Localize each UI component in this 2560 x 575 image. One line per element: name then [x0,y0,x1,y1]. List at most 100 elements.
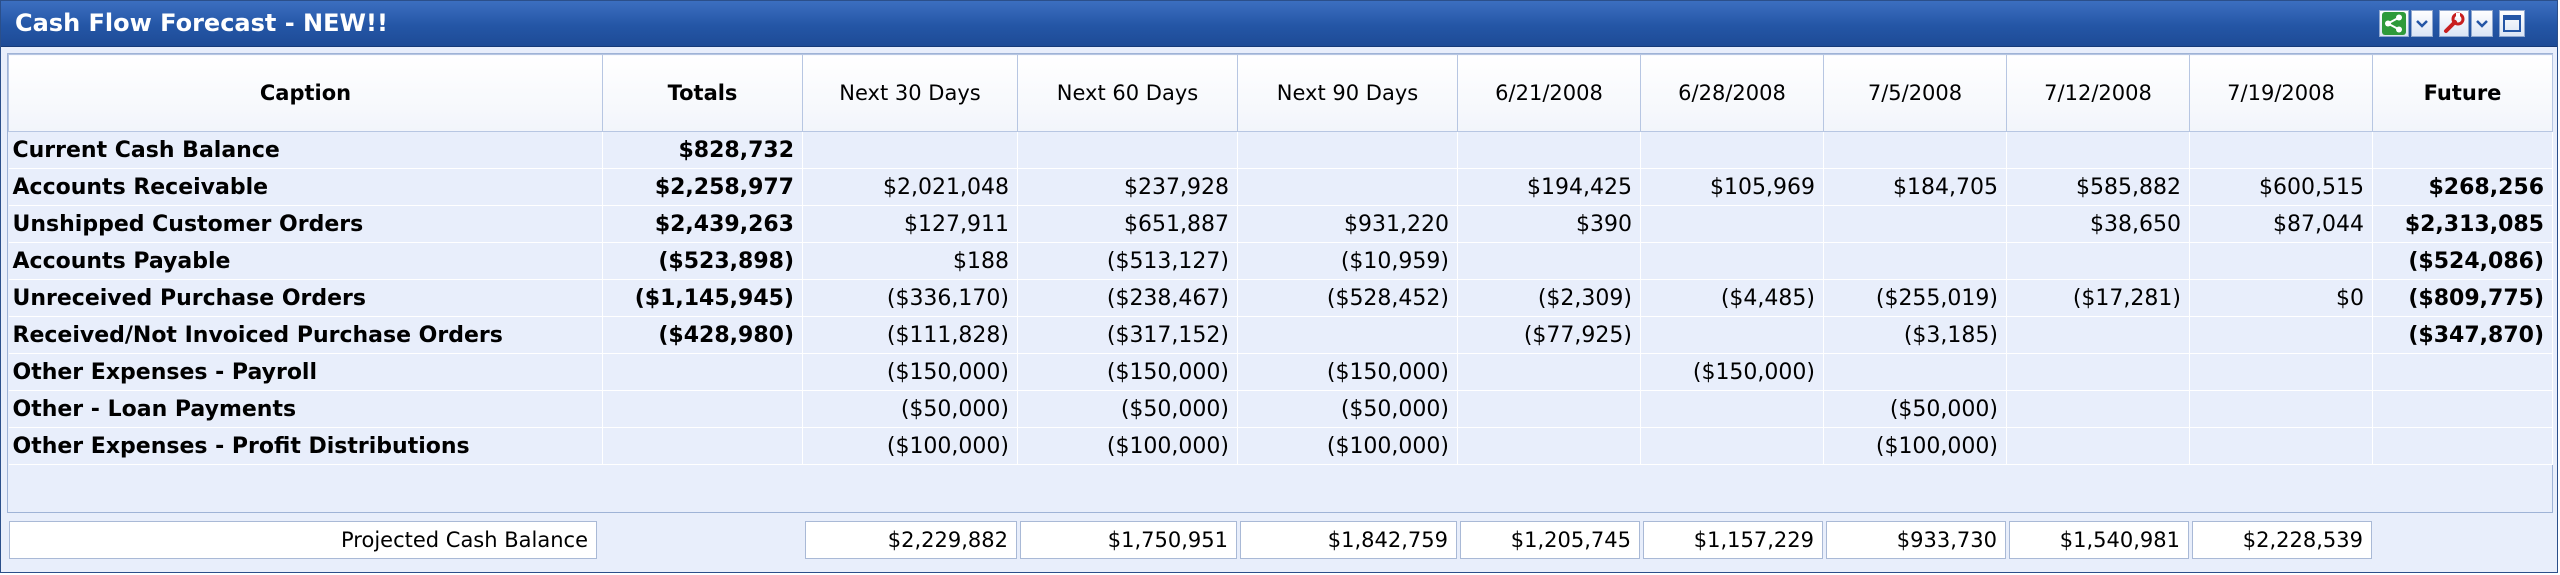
table-cell [602,353,803,391]
column-header-next-30-days[interactable]: Next 30 Days [802,54,1018,132]
dropdown-icon [2476,20,2488,28]
table-row[interactable]: Received/Not Invoiced Purchase Orders ($4… [8,316,2553,354]
table-cell [602,390,803,428]
table-cell: ($100,000) [1017,427,1238,465]
column-header-7-12-2008[interactable]: 7/12/2008 [2006,54,2190,132]
column-header-6-21-2008[interactable]: 6/21/2008 [1457,54,1641,132]
table-row[interactable]: Unshipped Customer Orders $2,439,263 $127,… [8,205,2553,243]
table-cell: ($17,281) [2006,279,2190,317]
row-caption: Other Expenses - Profit Distributions [8,427,603,465]
table-cell: ($528,452) [1237,279,1458,317]
table-cell: $2,439,263 [602,205,803,243]
column-header-next-90-days[interactable]: Next 90 Days [1237,54,1458,132]
tools-dropdown-button[interactable] [2471,10,2493,37]
row-caption: Received/Not Invoiced Purchase Orders [8,316,603,354]
table-cell [2189,316,2373,354]
share-dropdown-button[interactable] [2411,10,2433,37]
table-cell: ($3,185) [1823,316,2007,354]
table-cell: ($50,000) [802,390,1018,428]
table-cell [1823,131,2007,169]
table-cell: $194,425 [1457,168,1641,206]
table-cell: ($10,959) [1237,242,1458,280]
table-cell: ($428,980) [602,316,803,354]
table-row[interactable]: Unreceived Purchase Orders ($1,145,945) ($… [8,279,2553,317]
table-cell: $188 [802,242,1018,280]
table-row[interactable]: Other Expenses - Profit Distributions ($1… [8,427,2553,465]
table-cell [1823,205,2007,243]
footer-7-19-2008: $2,228,539 [2192,521,2372,559]
table-cell: $127,911 [802,205,1018,243]
table-cell: ($4,485) [1640,279,1824,317]
table-cell [2006,316,2190,354]
table-cell: ($809,775) [2372,279,2553,317]
table-cell [1457,353,1641,391]
table-cell: ($50,000) [1237,390,1458,428]
table-cell [2006,242,2190,280]
table-cell: ($100,000) [1237,427,1458,465]
table-cell: $0 [2189,279,2373,317]
row-caption: Accounts Receivable [8,168,603,206]
table-row[interactable]: Other - Loan Payments ($50,000) ($50,000)(… [8,390,2553,428]
table-cell: $651,887 [1017,205,1238,243]
table-cell: ($77,925) [1457,316,1641,354]
table-cell [1457,131,1641,169]
table-cell: $931,220 [1237,205,1458,243]
row-caption: Current Cash Balance [8,131,603,169]
table-cell [1237,131,1458,169]
maximize-button[interactable] [2499,10,2525,37]
table-cell: ($100,000) [1823,427,2007,465]
table-cell [1640,390,1824,428]
table-cell [1640,205,1824,243]
table-cell: ($1,145,945) [602,279,803,317]
table-cell: $2,021,048 [802,168,1018,206]
table-cell: $105,969 [1640,168,1824,206]
table-cell [1823,242,2007,280]
column-header-caption[interactable]: Caption [8,54,603,132]
dropdown-icon [2416,20,2428,28]
table-cell: ($524,086) [2372,242,2553,280]
table-cell [1457,242,1641,280]
table-cell [2006,427,2190,465]
table-cell [2006,390,2190,428]
column-header-7-5-2008[interactable]: 7/5/2008 [1823,54,2007,132]
table-cell [2372,390,2553,428]
table-cell: $87,044 [2189,205,2373,243]
table-cell [1457,427,1641,465]
table-cell [2189,353,2373,391]
table-cell [1237,316,1458,354]
column-header-7-19-2008[interactable]: 7/19/2008 [2189,54,2373,132]
footer-next-60-days: $1,750,951 [1020,521,1237,559]
footer-7-12-2008: $1,540,981 [2009,521,2189,559]
table-row[interactable]: Other Expenses - Payroll ($150,000) ($150,… [8,353,2553,391]
row-caption: Other Expenses - Payroll [8,353,603,391]
footer-next-30-days: $2,229,882 [805,521,1017,559]
table-cell: ($150,000) [1640,353,1824,391]
table-cell [2189,131,2373,169]
table-cell [1640,427,1824,465]
table-row[interactable]: Current Cash Balance $828,732 [8,131,2553,169]
table-cell: $2,258,977 [602,168,803,206]
column-header-6-28-2008[interactable]: 6/28/2008 [1640,54,1824,132]
window-title: Cash Flow Forecast - NEW!! [15,9,388,37]
column-header-future[interactable]: Future [2372,54,2553,132]
header-row: Caption Totals Next 30 Days Next 60 Days… [8,54,2553,132]
table-cell: ($347,870) [2372,316,2553,354]
forecast-table: Caption Totals Next 30 Days Next 60 Days… [8,54,2553,465]
tools-button[interactable] [2439,10,2469,37]
table-cell: $38,650 [2006,205,2190,243]
table-cell [1237,168,1458,206]
table-cell: $828,732 [602,131,803,169]
row-caption: Unshipped Customer Orders [8,205,603,243]
table-row[interactable]: Accounts Receivable $2,258,977 $2,021,048 $… [8,168,2553,206]
footer-next-90-days: $1,842,759 [1240,521,1457,559]
table-cell [1823,353,2007,391]
table-cell [1640,131,1824,169]
table-cell: $268,256 [2372,168,2553,206]
table-row[interactable]: Accounts Payable ($523,898) $188 ($513,127)… [8,242,2553,280]
share-button[interactable] [2379,10,2409,37]
table-cell [1457,390,1641,428]
column-header-totals[interactable]: Totals [602,54,803,132]
table-cell: ($336,170) [802,279,1018,317]
column-header-next-60-days[interactable]: Next 60 Days [1017,54,1238,132]
table-cell [602,427,803,465]
